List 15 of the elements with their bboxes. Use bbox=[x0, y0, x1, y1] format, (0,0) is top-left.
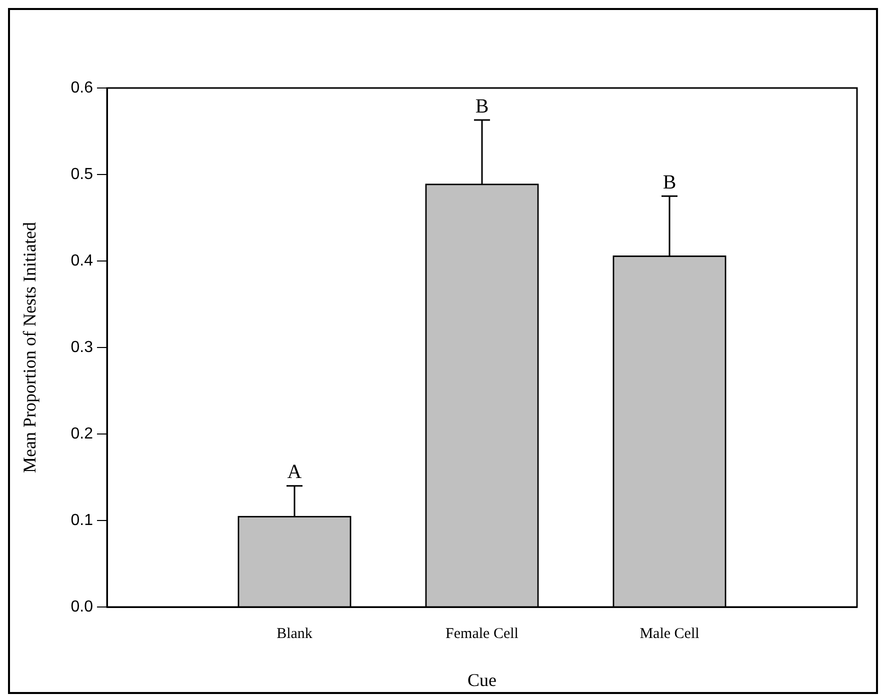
y-tick-label: 0.6 bbox=[70, 79, 94, 96]
annotation: B bbox=[662, 171, 676, 194]
x-tick-label: Female Cell bbox=[446, 626, 518, 642]
annotation: B bbox=[475, 95, 489, 118]
x-tick-label: Male Cell bbox=[640, 626, 700, 642]
y-tick-label: 0.0 bbox=[70, 598, 94, 616]
x-axis-title: Cue bbox=[468, 670, 497, 690]
x-tick-label: Blank bbox=[276, 626, 313, 642]
y-tick-label: 0.1 bbox=[70, 512, 94, 529]
y-axis-title: Mean Proportion of Nests Initiated bbox=[20, 222, 40, 473]
y-tick-label: 0.5 bbox=[70, 166, 94, 183]
y-tick-label: 0.3 bbox=[70, 338, 94, 356]
annotation: A bbox=[287, 461, 302, 484]
y-tick-label: 0.2 bbox=[70, 425, 94, 442]
y-tick-label: 0.4 bbox=[70, 252, 94, 270]
